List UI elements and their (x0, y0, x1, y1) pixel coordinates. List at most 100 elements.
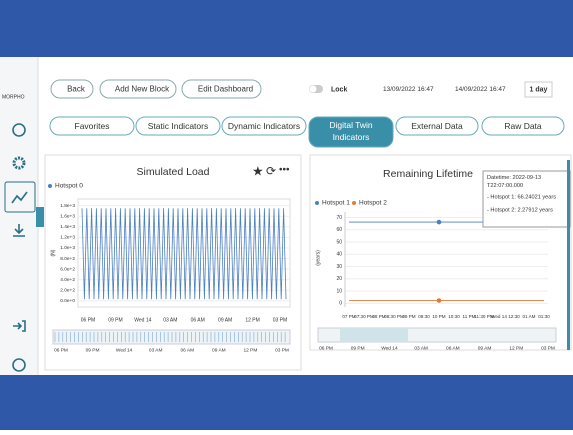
series-line (81, 208, 287, 300)
tooltip-line: Datetime: 2022-09-13 T22:07:00.000 (487, 175, 541, 189)
x-tick-label: 08 PM (372, 314, 385, 319)
point (436, 219, 442, 225)
bottom-band (0, 375, 573, 430)
active-box (4, 181, 36, 213)
tab[interactable] (135, 116, 221, 136)
navigator-label: 09 PM (86, 347, 100, 353)
y-tick-label: 1.8e+3 (60, 203, 75, 209)
logo: MORPHO (2, 94, 25, 100)
x-tick-label: 11 PM (463, 314, 476, 319)
star-icon[interactable]: ★ (252, 163, 264, 178)
sidebar (0, 57, 38, 375)
tooltip (482, 170, 571, 228)
more-icon[interactable]: ••• (279, 165, 290, 176)
panel-title: Simulated Load (137, 166, 210, 178)
tab[interactable] (481, 116, 565, 136)
range-box[interactable] (524, 81, 553, 98)
globe-icon[interactable] (12, 123, 26, 137)
range-label: 1 day (530, 86, 548, 93)
button-label: Back (67, 85, 86, 94)
y-tick-label: 1.4e+3 (60, 224, 75, 230)
y-tick-label: 1.2e+3 (60, 235, 75, 241)
y-tick-label: 0 (339, 301, 342, 307)
x-tick-label: 10:30 (448, 314, 460, 319)
navigator (52, 329, 291, 345)
navigator-label: 09 PM (351, 345, 365, 351)
tab[interactable] (49, 116, 135, 136)
tab[interactable] (308, 116, 394, 148)
download-icon[interactable] (13, 224, 25, 237)
navigator-label: 06 AM (446, 345, 460, 351)
help-icon[interactable] (12, 358, 26, 372)
tooltip-line: - Hotspot 1: 66.24021 years (487, 194, 556, 200)
tab[interactable] (221, 116, 307, 136)
y-tick-label: 0.0e+0 (60, 298, 75, 304)
top-band (0, 0, 573, 57)
x-tick-label: 06 AM (191, 317, 205, 323)
refresh-icon[interactable]: ⟳ (266, 164, 276, 178)
chart-icon[interactable] (11, 191, 28, 204)
plot-area (77, 198, 291, 308)
button-label: Edit Dashboard (198, 85, 253, 94)
x-tick-label: 01 AM (522, 314, 535, 319)
navigator-label: 09 AM (478, 345, 492, 351)
tab-label: External Data (411, 121, 463, 131)
x-tick-label: Wed 14 (134, 317, 151, 323)
y-tick-label: 2.0e+2 (60, 288, 75, 294)
y-tick-label: 1.0e+3 (60, 245, 75, 251)
tab[interactable] (395, 116, 479, 136)
start-date: 13/09/2022 16:47 (383, 86, 434, 93)
tooltip-part: Datetime: 2022-09-13 (487, 175, 541, 181)
x-tick-label: 08:30 PM (384, 314, 404, 319)
tab-label-line: Indicators (333, 132, 370, 142)
tab-label: Dynamic Indicators (228, 121, 300, 131)
navigator-label: Wed 14 (381, 345, 398, 351)
y-axis-label: (N) (50, 249, 56, 256)
navigator-label: Wed 14 (116, 347, 133, 353)
navigator-label: 03 PM (541, 345, 555, 351)
tab-label: Favorites (75, 121, 110, 131)
navigator-label: 09 AM (212, 347, 226, 353)
tab-label-line: Digital Twin (329, 120, 373, 130)
x-tick-label: 03 AM (163, 317, 177, 323)
navigator-label: 12 PM (509, 345, 523, 351)
navigator-window[interactable] (340, 328, 408, 342)
legend-dot (315, 201, 319, 205)
logout-icon[interactable] (13, 320, 26, 332)
lock-label: Lock (331, 86, 347, 93)
button[interactable] (99, 79, 177, 99)
button-label: Add New Block (115, 85, 170, 94)
legend-dot (48, 184, 52, 188)
panel-title: Remaining Lifetime (383, 168, 473, 180)
scrollbar (567, 160, 570, 350)
tab-label: Raw Data (504, 121, 542, 131)
x-tick-label: 12:30 (508, 314, 520, 319)
button[interactable] (50, 79, 94, 99)
y-tick-label: 20 (336, 276, 342, 282)
sidebar-toggle[interactable] (36, 207, 44, 227)
x-tick-label: 03 PM (273, 317, 287, 323)
legend-label: Hotspot 1 (322, 200, 350, 207)
y-tick-label: 30 (336, 264, 342, 270)
x-tick-label: 09 AM (218, 317, 232, 323)
y-tick-label: 10 (336, 288, 342, 294)
button[interactable] (181, 79, 262, 99)
tab-label: Static Indicators (148, 121, 208, 131)
y-tick-label: 4.0e+2 (60, 277, 75, 283)
navigator-label: 06 AM (180, 347, 194, 353)
legend-dot (352, 201, 356, 205)
y-tick-label: 50 (336, 239, 342, 245)
lock-knob (309, 85, 317, 93)
x-tick-label: 06 PM (81, 317, 95, 323)
y-tick-label: 8.0e+2 (60, 256, 75, 262)
navigator-label: 03 PM (275, 347, 289, 353)
navigator-label: 03 AM (149, 347, 163, 353)
gear-icon[interactable] (12, 156, 26, 170)
y-tick-label: 6.0e+2 (60, 266, 75, 272)
navigator-label: 06 PM (319, 345, 333, 351)
x-tick-label: 07:30 PM (354, 314, 374, 319)
tooltip-line: - Hotspot 2: 2.27912 years (487, 207, 553, 213)
x-tick-label: 09:30 (418, 314, 430, 319)
navigator-label: 12 PM (243, 347, 257, 353)
